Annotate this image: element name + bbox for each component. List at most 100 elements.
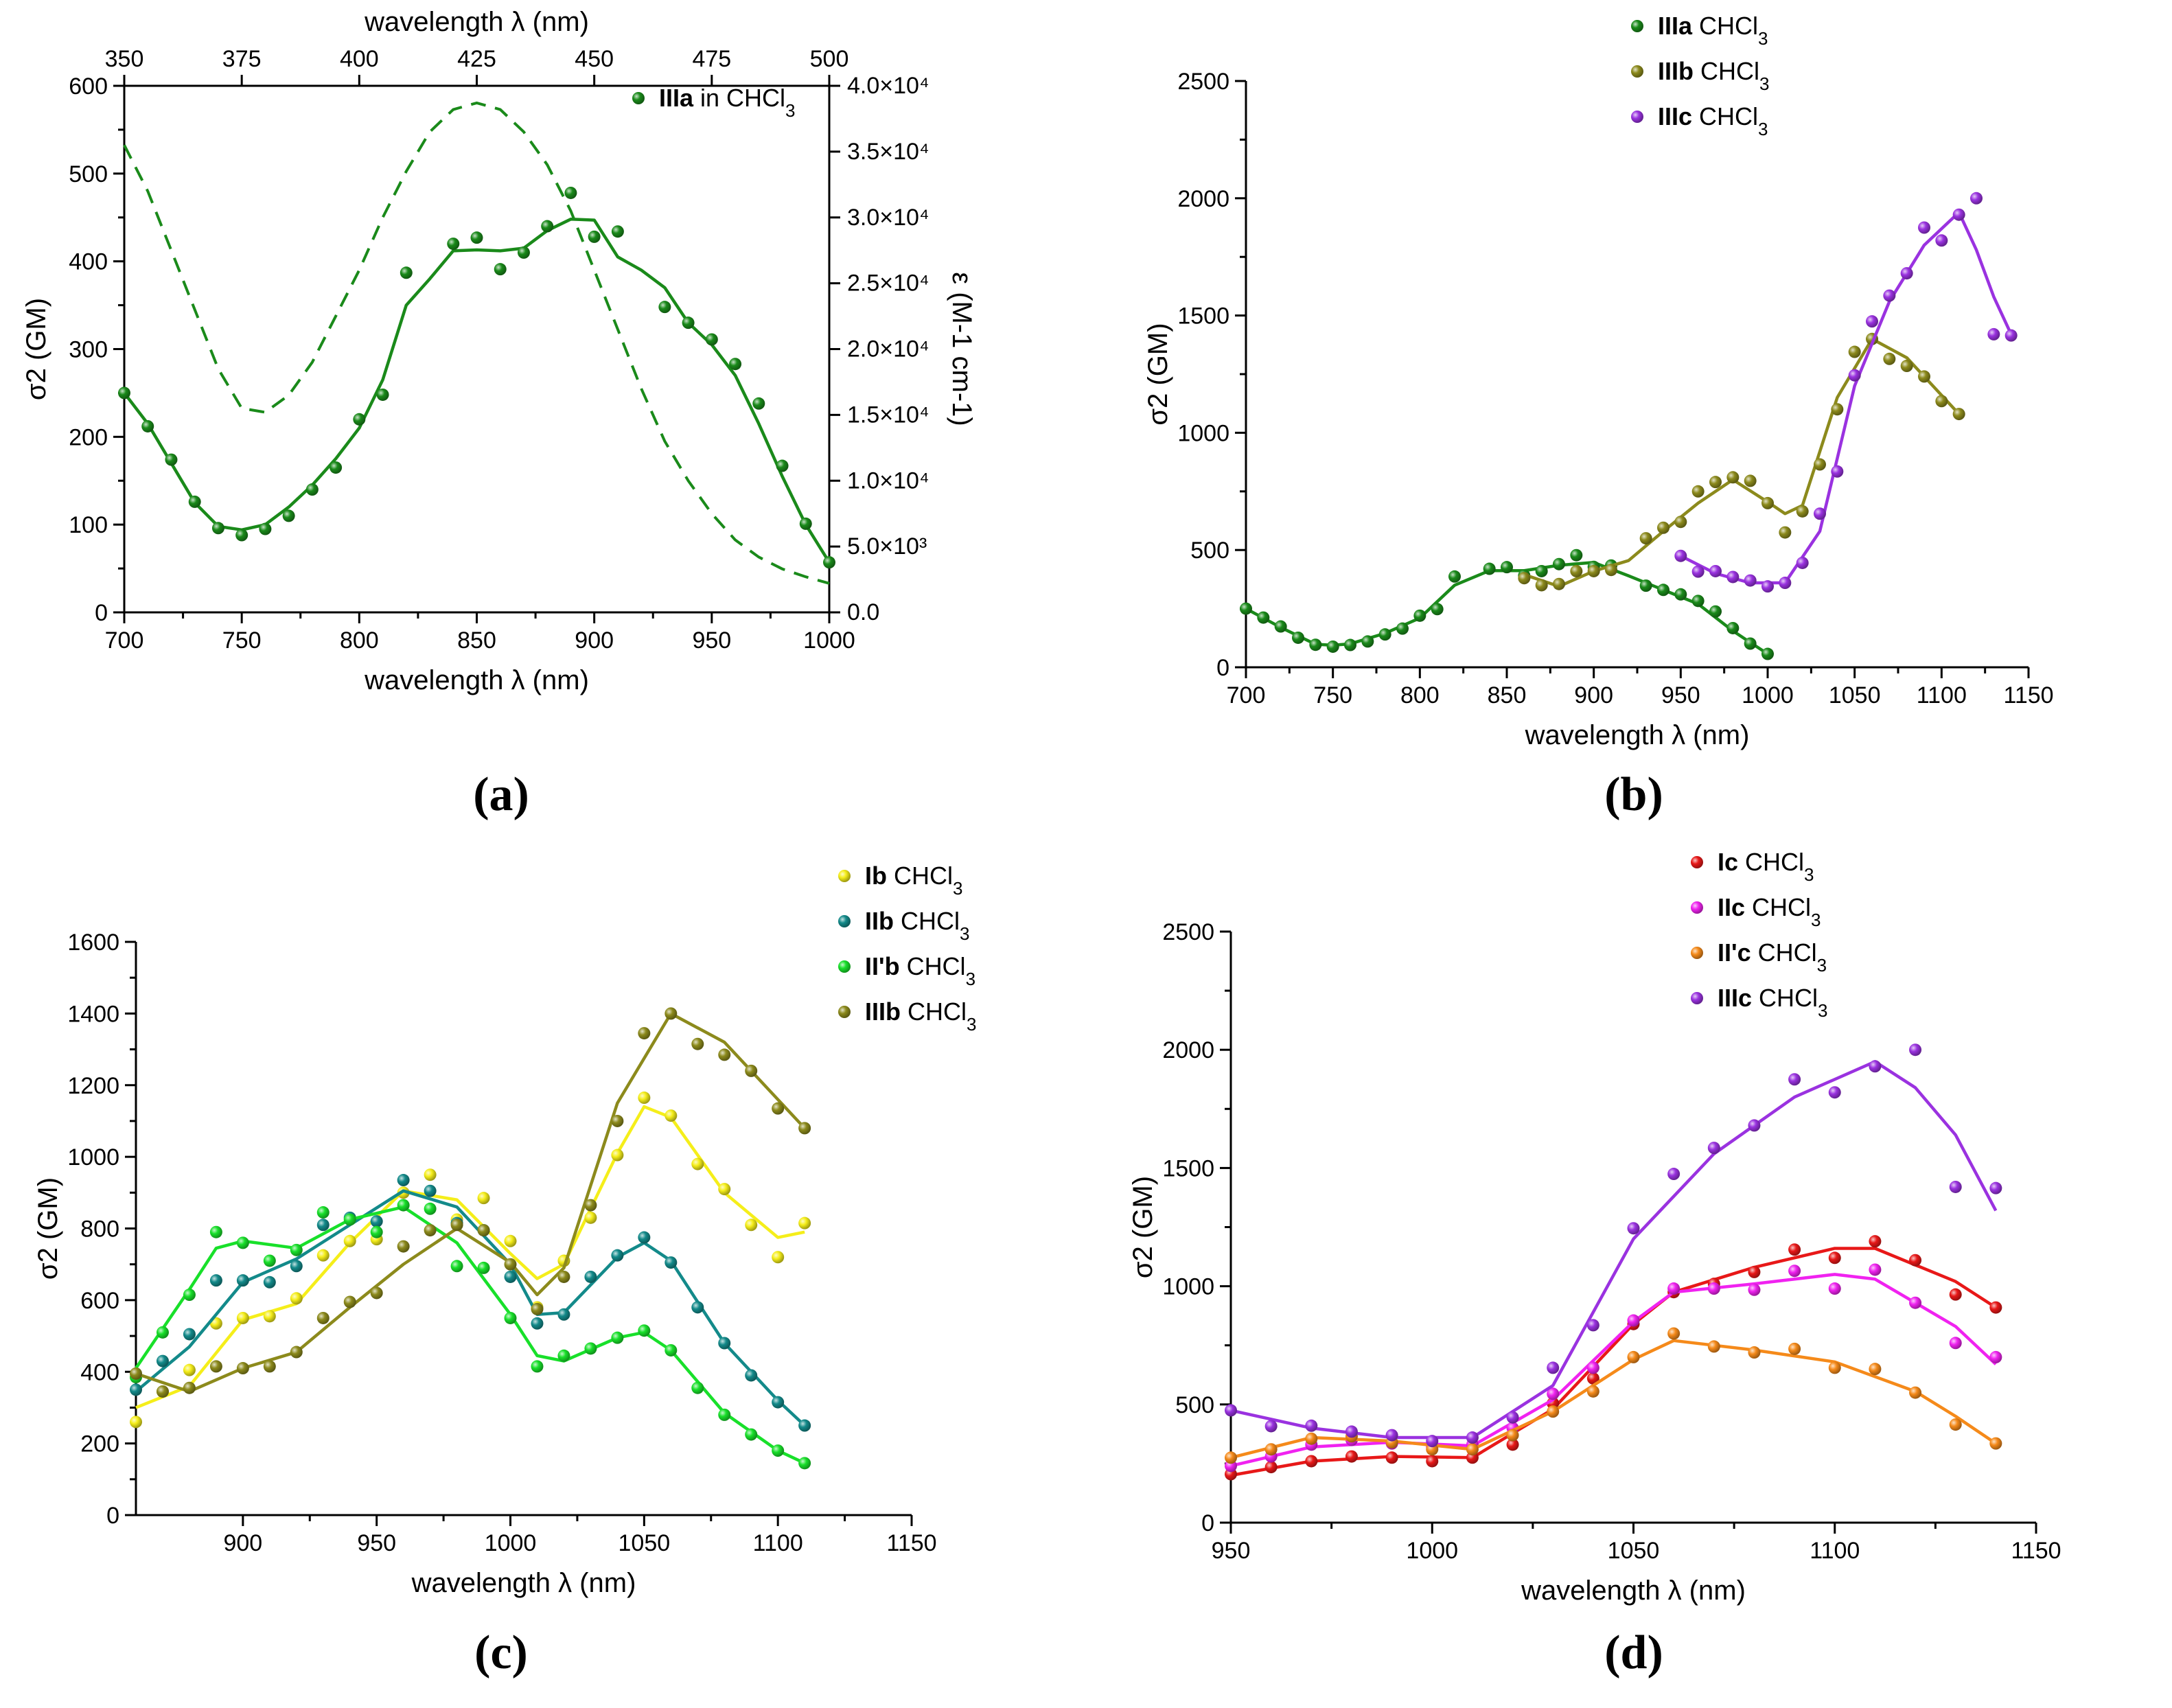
data-point xyxy=(1305,1455,1318,1468)
y-tick-label: 0 xyxy=(1216,655,1229,681)
x-tick-label: 1000 xyxy=(485,1530,537,1556)
legend-label-bold: Ic xyxy=(1718,848,1738,876)
data-point xyxy=(1726,621,1740,634)
data-point xyxy=(1547,1387,1560,1400)
data-point xyxy=(1466,1443,1479,1456)
data-point xyxy=(1788,1243,1801,1256)
y2-tick-label: 1.0×10⁴ xyxy=(847,468,929,494)
data-point xyxy=(1570,564,1583,577)
series-fit-line xyxy=(135,1205,806,1465)
x-axis-title: wavelength λ (nm) xyxy=(1521,1576,1746,1606)
y-tick-label: 0 xyxy=(95,600,108,626)
data-point xyxy=(1883,352,1896,365)
y-axis-title-text: σ2 (GM) xyxy=(1128,1176,1158,1278)
data-point xyxy=(799,517,812,530)
x-tick-label: 1050 xyxy=(1608,1538,1660,1564)
x-tick-label: 750 xyxy=(222,627,262,654)
data-point xyxy=(1726,471,1740,484)
data-point xyxy=(772,1396,785,1409)
legend-label: IIIb CHCl3 xyxy=(865,997,976,1035)
legend-label-sub: 3 xyxy=(1758,28,1768,49)
data-point xyxy=(1788,1073,1801,1086)
data-point xyxy=(290,1292,303,1305)
data-point xyxy=(1952,408,1965,421)
y2-tick-label: 3.0×10⁴ xyxy=(847,205,929,231)
legend-label-rest: CHCl xyxy=(894,907,960,935)
data-point xyxy=(1761,647,1774,660)
legend-label: Ib CHCl3 xyxy=(865,862,962,899)
data-point xyxy=(1900,360,1913,373)
legend-label-bold: II'c xyxy=(1718,938,1751,967)
data-point xyxy=(1396,622,1409,635)
x-tick-label: 1100 xyxy=(1810,1538,1860,1564)
data-point xyxy=(477,1261,490,1274)
data-point xyxy=(1989,1437,2002,1450)
legend-label: II'c CHCl3 xyxy=(1718,938,1827,976)
legend-label-bold: IIc xyxy=(1718,893,1745,921)
data-point xyxy=(397,1240,410,1253)
data-point xyxy=(1869,1363,1882,1376)
y-tick-label: 1500 xyxy=(1162,1155,1214,1181)
data-point xyxy=(1989,1181,2002,1195)
data-point xyxy=(130,1416,142,1429)
data-point xyxy=(1657,584,1670,597)
data-point xyxy=(424,1168,437,1181)
data-point xyxy=(282,509,295,522)
y2-tick-label: 4.0×10⁴ xyxy=(847,73,929,99)
data-point xyxy=(1796,556,1809,569)
y-tick-label: 1000 xyxy=(67,1144,119,1170)
data-point xyxy=(183,1289,196,1302)
data-point xyxy=(477,1224,490,1237)
legend-label-rest: CHCl xyxy=(1692,12,1758,40)
data-point xyxy=(1709,564,1722,577)
legend-marker xyxy=(1631,111,1643,123)
chart-a: 700 750 800 850 900 950 1000 0 100 200 300 400 500 60… xyxy=(21,7,977,821)
data-point xyxy=(1949,1418,1962,1431)
data-point xyxy=(531,1360,544,1373)
data-point xyxy=(1779,526,1792,539)
x-tick-label: 1100 xyxy=(753,1530,803,1556)
data-point xyxy=(745,1219,758,1232)
y2-tick-label: 3.5×10⁴ xyxy=(847,139,929,165)
data-point xyxy=(745,1428,758,1441)
data-point xyxy=(638,1027,651,1040)
data-point xyxy=(638,1092,651,1105)
data-point xyxy=(1909,1254,1922,1267)
data-point xyxy=(1949,1337,1962,1350)
data-point xyxy=(165,453,178,466)
legend-label: IIIc CHCl3 xyxy=(1718,984,1828,1021)
series-b-1 xyxy=(1518,332,1965,592)
data-point xyxy=(236,1362,249,1375)
legend-label-bold: IIIb xyxy=(1658,57,1694,85)
data-point xyxy=(1989,1350,2002,1363)
data-point xyxy=(564,186,577,199)
data-point xyxy=(316,1219,330,1232)
legend-label-rest: in CHCl xyxy=(693,84,785,112)
data-point xyxy=(1744,474,1757,487)
x-axis-title: wavelength λ (nm) xyxy=(411,1568,636,1598)
data-point xyxy=(477,1192,490,1205)
y-tick-label: 500 xyxy=(1175,1392,1214,1418)
data-point xyxy=(1935,395,1948,408)
data-point xyxy=(259,522,272,535)
data-point xyxy=(1869,1263,1882,1276)
data-point xyxy=(611,1114,624,1127)
x-tick-label: 950 xyxy=(692,627,731,654)
data-point xyxy=(1570,549,1583,562)
y-tick-label: 100 xyxy=(69,512,108,538)
y2-tick-label: 2.5×10⁴ xyxy=(847,270,929,297)
y-tick-label: 300 xyxy=(69,337,108,363)
data-point xyxy=(1748,1119,1761,1132)
data-point xyxy=(517,246,530,259)
legend-marker xyxy=(632,92,645,104)
y-tick-label: 1600 xyxy=(67,930,119,956)
data-point xyxy=(638,1324,651,1337)
y-tick-label: 500 xyxy=(1190,538,1229,564)
series-fit-line xyxy=(135,1105,805,1409)
data-point xyxy=(718,1408,731,1421)
data-point xyxy=(705,333,718,346)
data-point xyxy=(1627,1222,1640,1235)
panel-label: (d) xyxy=(1604,1626,1663,1679)
data-point xyxy=(1709,476,1722,489)
data-point xyxy=(1506,1429,1519,1442)
